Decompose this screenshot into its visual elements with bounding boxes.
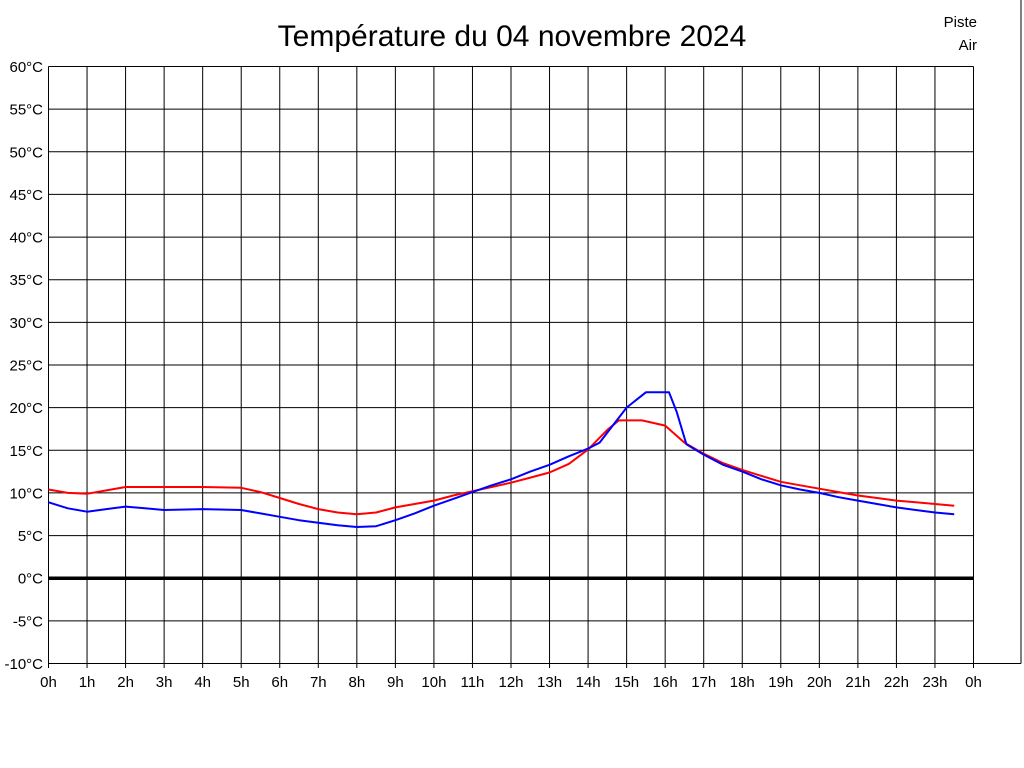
y-tick-label: -10°C [4, 656, 43, 673]
x-tick-label: 17h [691, 674, 716, 691]
y-tick-label: 40°C [9, 230, 43, 247]
x-tick-label: 19h [768, 674, 793, 691]
x-tick-label: 6h [271, 674, 288, 691]
x-tick-label: 23h [922, 674, 947, 691]
x-tick-label: 21h [845, 674, 870, 691]
y-tick-label: 20°C [9, 400, 43, 417]
x-tick-label: 12h [498, 674, 523, 691]
y-tick-label: 25°C [9, 358, 43, 375]
x-tick-label: 9h [387, 674, 404, 691]
y-tick-label: 60°C [9, 59, 43, 76]
y-tick-label: 10°C [9, 485, 43, 502]
y-tick-label: 5°C [18, 528, 43, 545]
plot-area: 0h 1h 2h 3h 4h 5h 6h 7h 8h 9h 10h 11h 12h 13h 14h 15h 16… [4, 0, 1022, 691]
x-tick-label: 22h [884, 674, 909, 691]
legend-piste-label: Piste [944, 14, 977, 31]
x-tick-labels: 0h 1h 2h 3h 4h 5h 6h 7h 8h 9h 10h 11h 12h 13h 14h 15h 16… [40, 674, 982, 691]
x-tick-label: 11h [460, 674, 484, 691]
y-tick-label: 55°C [9, 102, 43, 119]
y-tick-label: 45°C [9, 187, 43, 204]
x-tick-label: 5h [233, 674, 250, 691]
x-tick-label: 15h [614, 674, 639, 691]
x-tick-label: 1h [79, 674, 96, 691]
x-tick-label: 13h [537, 674, 562, 691]
legend: Piste Air [944, 14, 977, 54]
x-tick-label: 8h [348, 674, 365, 691]
x-tick-label: 0h [40, 674, 57, 691]
chart-title: Température du 04 novembre 2024 [278, 20, 747, 53]
grid [48, 0, 1022, 664]
x-tick-label: 4h [194, 674, 211, 691]
x-tick-label: 18h [730, 674, 755, 691]
x-tick-label: 16h [653, 674, 678, 691]
piste-series-line [48, 419, 955, 516]
x-tick-label: 0h [965, 674, 982, 691]
y-tick-label: 30°C [9, 315, 43, 332]
x-tick-label: 20h [807, 674, 832, 691]
x-tick-label: 2h [117, 674, 134, 691]
y-tick-label: 0°C [18, 571, 43, 588]
x-tick-label: 3h [156, 674, 173, 691]
y-tick-labels: 60°C 55°C 50°C 45°C 40°C 35°C 30°C 25°C 20°C 15°C… [4, 59, 43, 673]
x-tick-label: 14h [576, 674, 601, 691]
y-tick-label: 15°C [9, 443, 43, 460]
y-tick-label: 50°C [9, 144, 43, 161]
x-tick-label: 10h [421, 674, 446, 691]
y-tick-label: -5°C [13, 613, 43, 630]
air-series-line [48, 391, 955, 528]
x-tick-marks [48, 663, 974, 668]
legend-air-label: Air [959, 37, 977, 54]
x-tick-label: 7h [310, 674, 327, 691]
y-tick-label: 35°C [9, 272, 43, 289]
